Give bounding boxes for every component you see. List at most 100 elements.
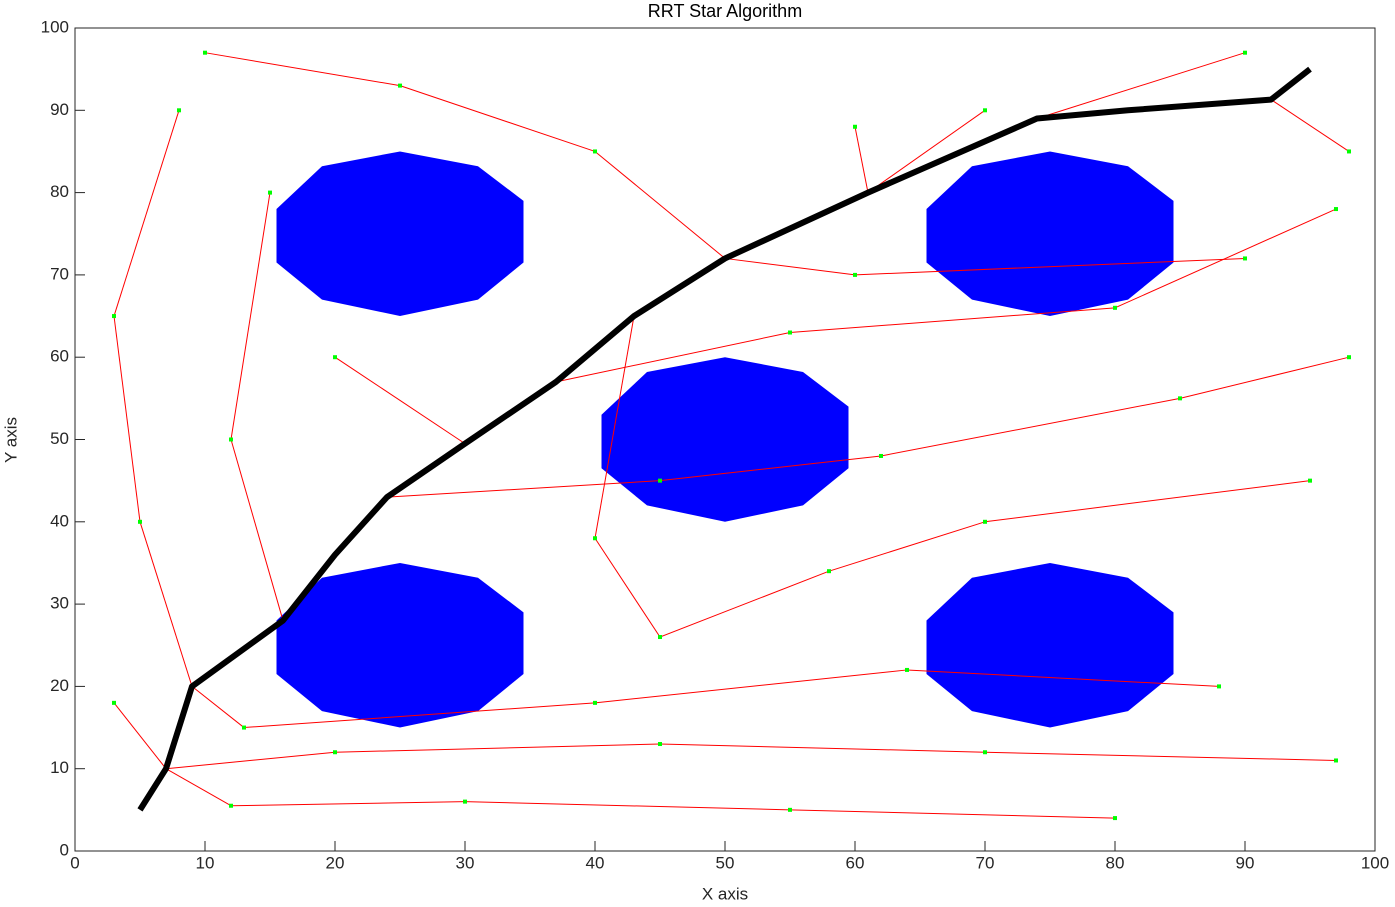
tree-node bbox=[1334, 207, 1338, 212]
tree-edge bbox=[659, 570, 830, 638]
tree-node bbox=[1217, 684, 1221, 689]
tree-node bbox=[1113, 816, 1117, 821]
tree-edge bbox=[139, 521, 193, 687]
tree-node bbox=[593, 536, 597, 541]
x-axis-label: X axis bbox=[702, 884, 748, 903]
tree-node bbox=[983, 108, 987, 113]
tree-edge bbox=[724, 257, 856, 276]
tree-edge bbox=[1036, 52, 1246, 120]
x-tick-label: 90 bbox=[1236, 853, 1255, 872]
tree-node bbox=[1243, 50, 1247, 55]
tree-node bbox=[1243, 256, 1247, 261]
tree-node bbox=[658, 478, 662, 483]
tree-edge bbox=[594, 315, 635, 539]
tree-edge bbox=[789, 307, 1116, 334]
path-line bbox=[137, 66, 1312, 812]
tree-node bbox=[788, 807, 792, 812]
tree-node bbox=[788, 330, 792, 335]
tree-edge bbox=[906, 669, 1220, 687]
x-tick-label: 70 bbox=[976, 853, 995, 872]
tree-edge bbox=[334, 356, 466, 445]
tree-edge bbox=[399, 85, 596, 152]
tree-node bbox=[242, 725, 246, 730]
tree-node bbox=[1308, 478, 1312, 483]
tree-edge bbox=[880, 397, 1181, 457]
tree-node bbox=[853, 272, 857, 277]
tree-edge bbox=[789, 809, 1116, 819]
tree-edge bbox=[1270, 99, 1350, 152]
obstacle bbox=[276, 562, 524, 728]
tree-edge bbox=[854, 257, 1246, 276]
obstacle bbox=[926, 151, 1174, 317]
x-tick-label: 80 bbox=[1106, 853, 1125, 872]
y-tick-label: 100 bbox=[41, 17, 69, 36]
tree-edge bbox=[230, 192, 271, 440]
x-tick-label: 60 bbox=[846, 853, 865, 872]
tree-edge bbox=[867, 109, 986, 194]
x-tick-label: 40 bbox=[586, 853, 605, 872]
tree-node bbox=[593, 149, 597, 154]
tree-edge bbox=[386, 480, 661, 498]
tree-node bbox=[112, 314, 116, 319]
y-tick-label: 0 bbox=[60, 840, 69, 859]
tree-edge bbox=[828, 521, 986, 572]
tree-edge bbox=[191, 686, 245, 728]
y-tick-label: 60 bbox=[50, 347, 69, 366]
tree-edge bbox=[464, 801, 791, 811]
x-tick-label: 100 bbox=[1361, 853, 1389, 872]
tree-edge bbox=[594, 669, 908, 704]
tree-edge bbox=[113, 315, 141, 522]
tree-edge bbox=[165, 751, 336, 770]
y-axis-label: Y axis bbox=[1, 417, 20, 463]
tree-edge bbox=[594, 537, 661, 638]
tree-node bbox=[112, 700, 116, 705]
tree-node bbox=[1334, 758, 1338, 763]
tree-node bbox=[333, 750, 337, 755]
tree-node bbox=[853, 124, 857, 129]
tree-edge bbox=[594, 151, 726, 259]
y-tick-label: 10 bbox=[50, 758, 69, 777]
tree-node bbox=[333, 355, 337, 360]
tree-edge bbox=[334, 743, 661, 753]
tree-node bbox=[1178, 396, 1182, 401]
tree-node bbox=[905, 667, 909, 672]
obstacle bbox=[926, 562, 1174, 728]
obstacle bbox=[601, 357, 849, 522]
tree-node bbox=[1347, 355, 1351, 360]
tree-edge bbox=[165, 768, 232, 807]
x-tick-label: 50 bbox=[716, 853, 735, 872]
y-tick-label: 70 bbox=[50, 264, 69, 283]
tree-edge bbox=[854, 126, 869, 193]
tree-node bbox=[983, 519, 987, 524]
chart-title: RRT Star Algorithm bbox=[648, 1, 802, 21]
tree-node bbox=[593, 700, 597, 705]
y-tick-label: 40 bbox=[50, 511, 69, 530]
tree-node bbox=[138, 519, 142, 524]
tree-edge bbox=[204, 52, 401, 87]
tree-node bbox=[1347, 149, 1351, 154]
tree-edge bbox=[230, 801, 466, 807]
tree-edge bbox=[659, 455, 882, 482]
tree-edge bbox=[113, 702, 167, 770]
tree-node bbox=[879, 453, 883, 458]
tree-node bbox=[983, 750, 987, 755]
tree-edge bbox=[984, 480, 1311, 523]
tree-edge bbox=[113, 110, 180, 317]
tree-node bbox=[463, 799, 467, 804]
tree-node bbox=[203, 50, 207, 55]
x-tick-label: 10 bbox=[196, 853, 215, 872]
y-tick-label: 50 bbox=[50, 429, 69, 448]
y-tick-label: 90 bbox=[50, 100, 69, 119]
tree-edge bbox=[659, 743, 986, 753]
tree-node bbox=[229, 437, 233, 442]
tree-node bbox=[658, 635, 662, 640]
tree-edge bbox=[555, 332, 791, 383]
x-tick-label: 0 bbox=[70, 853, 79, 872]
obstacle bbox=[276, 151, 524, 317]
tree-node bbox=[1113, 305, 1117, 310]
tree-node bbox=[658, 742, 662, 747]
tree-edge bbox=[1179, 356, 1350, 399]
y-tick-label: 20 bbox=[50, 676, 69, 695]
